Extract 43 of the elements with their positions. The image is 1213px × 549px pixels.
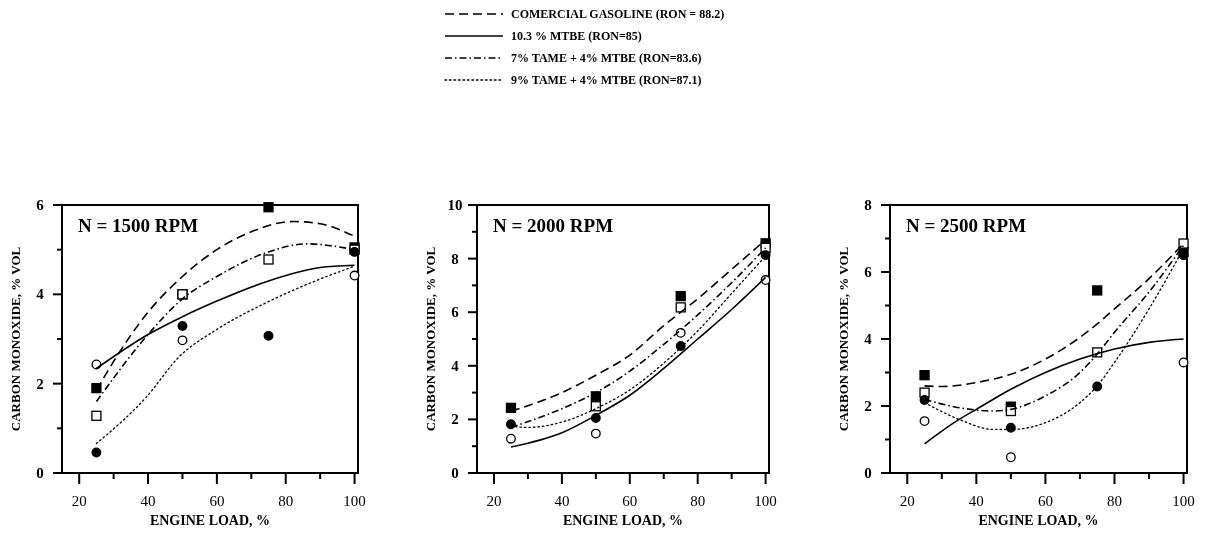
x-tick-label: 60 [1037,493,1053,509]
y-tick-label: 4 [864,331,873,347]
x-axis-title: ENGINE LOAD, % [562,513,684,528]
x-tick-label: 20 [71,493,87,509]
text: N = 2000 RPM [493,215,614,236]
legend-label: 7% TAME + 4% MTBE (RON=83.6) [511,51,702,65]
y-tick-label: 4 [451,357,460,374]
x-tick-label: 60 [209,493,225,509]
y-axis-title: CARBON MONOXIDE, % VOL [423,246,438,432]
y-tick-label: 6 [36,197,45,213]
x-axis-title: ENGINE LOAD, % [978,513,1099,528]
x-tick-label: 80 [278,493,294,509]
text: N = 2500 RPM [906,215,1027,236]
y-tick-label: 0 [36,465,44,481]
x-tick-label: 40 [554,493,570,509]
y-tick-label: 4 [36,286,45,303]
y-tick-label: 2 [864,398,872,414]
y-tick-label: 2 [451,411,459,428]
y-tick-label: 8 [864,197,872,213]
y-tick-label: 8 [451,250,459,267]
legend-label: 10.3 % MTBE (RON=85) [511,29,642,43]
x-tick-label: 60 [622,493,638,509]
x-tick-label: 100 [754,493,777,509]
legend-label: 9% TAME + 4% MTBE (RON=87.1) [511,73,702,87]
x-tick-label: 20 [486,493,502,509]
x-tick-label: 80 [690,493,706,509]
text: N = 1500 RPM [78,215,199,236]
x-tick-label: 100 [1172,493,1195,509]
x-axis-title: ENGINE LOAD, % [149,513,271,528]
y-tick-label: 6 [451,304,460,321]
x-tick-label: 40 [140,493,156,509]
x-tick-label: 80 [1106,493,1122,509]
x-tick-label: 40 [968,493,984,509]
y-axis-title: CARBON MONOXIDE, % VOL [836,246,851,432]
y-tick-label: 6 [864,264,873,280]
y-tick-label: 0 [451,465,459,481]
y-tick-label: 10 [447,197,463,213]
y-tick-label: 2 [36,375,44,392]
y-tick-label: 0 [864,465,872,481]
x-tick-label: 100 [343,493,366,509]
y-axis-title: CARBON MONOXIDE, % VOL [8,246,23,432]
legend-label: COMERCIAL GASOLINE (RON = 88.2) [511,7,725,21]
x-tick-label: 20 [899,493,915,509]
